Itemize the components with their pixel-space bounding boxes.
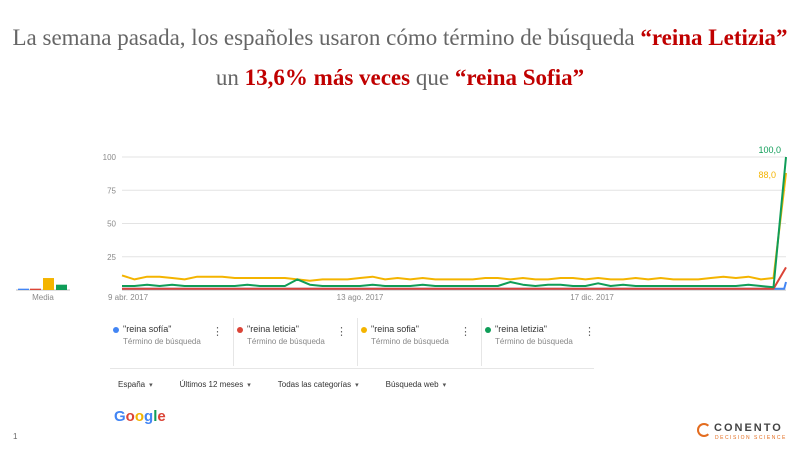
y-tick-label: 25 xyxy=(107,253,116,262)
headline-term-letizia: “reina Letizia” xyxy=(640,25,788,50)
category-label: Todas las categorías xyxy=(277,380,352,389)
end-value-label: 100,0 xyxy=(758,145,781,155)
legend-term: "reina letizia" xyxy=(495,324,547,334)
legend-item-reina-leticia[interactable]: "reina leticia" Término de búsqueda ⋮ xyxy=(234,318,358,366)
google-logo-letter: g xyxy=(144,408,154,425)
google-logo-letter: G xyxy=(114,408,126,425)
legend-dot xyxy=(361,327,367,333)
average-bar xyxy=(18,288,29,290)
google-logo-letter: o xyxy=(125,408,135,425)
gridlines xyxy=(122,156,786,291)
chevron-down-icon: ▾ xyxy=(442,382,447,389)
series-lines xyxy=(121,156,787,290)
search-type-dropdown[interactable]: Búsqueda web ▾ xyxy=(386,380,446,389)
legend-dot xyxy=(485,327,491,333)
average-bar xyxy=(56,284,67,290)
legend: "reina sofía" Término de búsqueda ⋮ "rei… xyxy=(110,318,605,366)
chevron-down-icon: ▾ xyxy=(247,382,251,389)
average-bar xyxy=(30,288,41,290)
series-line xyxy=(122,266,787,290)
google-logo: Google xyxy=(114,408,166,425)
category-dropdown[interactable]: Todas las categorías ▾ xyxy=(278,380,359,389)
legend-term: "reina sofía" xyxy=(123,324,172,334)
average-bar xyxy=(43,278,54,290)
legend-subtitle: Término de búsqueda xyxy=(495,337,573,346)
google-logo-letter: o xyxy=(134,408,145,425)
legend-term: "reina sofia" xyxy=(371,324,419,334)
legend-subtitle: Término de búsqueda xyxy=(123,337,201,346)
series-line xyxy=(122,156,787,289)
y-tick-label: 100 xyxy=(103,153,117,162)
x-tick-label: 13 ago. 2017 xyxy=(337,293,384,302)
x-tick-label: 9 abr. 2017 xyxy=(108,293,149,302)
legend-subtitle: Término de búsqueda xyxy=(247,337,325,346)
legend-item-reina-letizia[interactable]: "reina letizia" Término de búsqueda ⋮ xyxy=(482,318,605,366)
conento-tagline: DECISION SCIENCE xyxy=(715,435,787,441)
search-type-label: Búsqueda web xyxy=(385,380,439,389)
legend-item-reina-sofia[interactable]: "reina sofia" Término de búsqueda ⋮ xyxy=(358,318,482,366)
more-options-icon[interactable]: ⋮ xyxy=(584,326,595,338)
page-number: 1 xyxy=(13,432,18,441)
more-options-icon[interactable]: ⋮ xyxy=(212,326,223,338)
legend-dot xyxy=(237,327,243,333)
period-dropdown[interactable]: Últimos 12 meses ▾ xyxy=(180,380,251,389)
axis-labels: 25 50 75 100 9 abr. 2017 13 ago. 2017 17 dic. … xyxy=(103,145,781,302)
period-label: Últimos 12 meses xyxy=(179,380,244,389)
headline: La semana pasada, los españoles usaron c… xyxy=(0,18,800,98)
headline-text-3: que xyxy=(410,65,455,90)
y-tick-label: 75 xyxy=(107,186,116,195)
google-logo-letter: l xyxy=(153,408,158,425)
trends-chart: Media 25 50 75 100 9 abr. 2017 13 ago. 2017 17… xyxy=(16,145,787,302)
conento-mark-icon xyxy=(697,423,711,437)
more-options-icon[interactable]: ⋮ xyxy=(460,326,471,338)
chevron-down-icon: ▾ xyxy=(149,382,153,389)
headline-percentage: 13,6% más veces xyxy=(244,65,411,90)
legend-subtitle: Término de búsqueda xyxy=(371,337,449,346)
more-options-icon[interactable]: ⋮ xyxy=(336,326,347,338)
legend-item-reina-sofia-accent[interactable]: "reina sofía" Término de búsqueda ⋮ xyxy=(110,318,234,366)
end-value-label: 88,0 xyxy=(758,170,776,180)
headline-text-1: La semana pasada, los españoles usaron c… xyxy=(12,25,641,50)
region-dropdown[interactable]: España ▾ xyxy=(118,380,153,389)
legend-dot xyxy=(113,327,119,333)
average-label: Media xyxy=(32,293,54,302)
series-line xyxy=(121,172,787,282)
headline-text-2: un xyxy=(215,65,245,90)
legend-term: "reina leticia" xyxy=(247,324,299,334)
headline-term-sofia: “reina Sofia” xyxy=(454,65,585,90)
legend-divider xyxy=(110,368,594,369)
chevron-down-icon: ▾ xyxy=(355,382,359,389)
region-label: España xyxy=(118,380,146,389)
x-tick-label: 17 dic. 2017 xyxy=(570,293,614,302)
average-bars: Media xyxy=(16,278,70,302)
filter-bar: España ▾ Últimos 12 meses ▾ Todas las cate… xyxy=(118,380,473,389)
google-logo-letter: e xyxy=(157,408,166,425)
y-tick-label: 50 xyxy=(107,220,116,229)
conento-name: CONENTO xyxy=(714,422,783,434)
